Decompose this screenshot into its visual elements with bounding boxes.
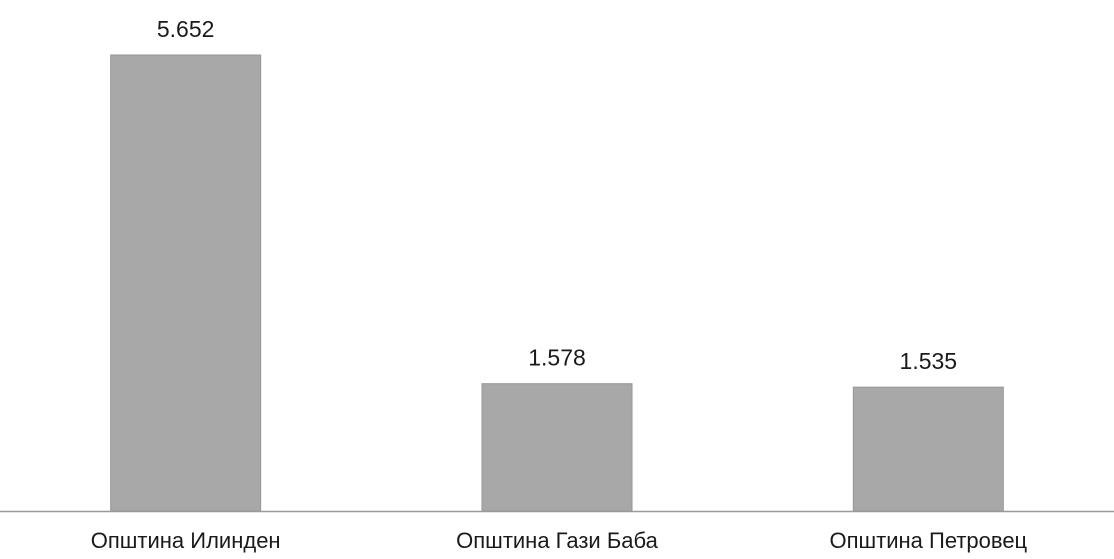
category-label-3: Општина Петровец	[829, 528, 1027, 553]
category-label-2: Општина Гази Баба	[456, 528, 658, 553]
data-label-1: 5.652	[157, 16, 215, 42]
bars-group	[110, 54, 1004, 512]
bar-3	[852, 386, 1004, 512]
data-label-2: 1.578	[528, 345, 586, 371]
category-labels-group: Општина Илинден Општина Гази Баба Општина …	[91, 528, 1028, 553]
value-labels-group: 5.652 1.578 1.535	[157, 16, 957, 374]
bar-1	[110, 54, 262, 512]
bar-2	[481, 383, 633, 512]
data-label-3: 1.535	[900, 348, 958, 374]
category-label-1: Општина Илинден	[91, 528, 281, 553]
